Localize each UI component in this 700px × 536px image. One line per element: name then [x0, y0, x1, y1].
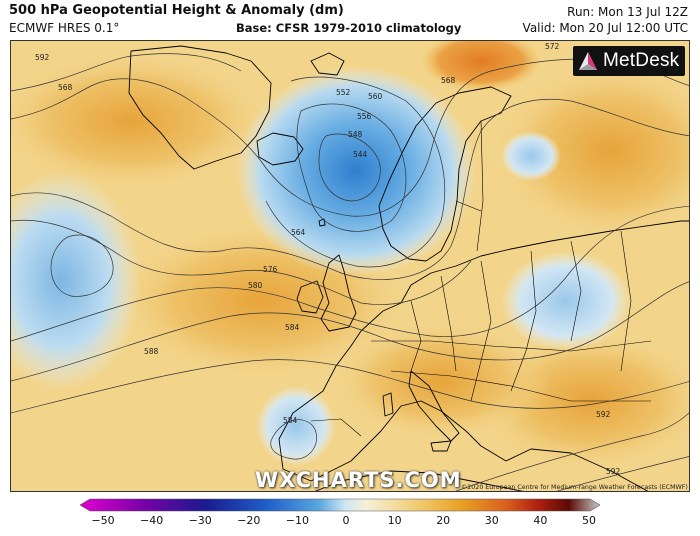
contour-label: 572 — [545, 42, 560, 51]
contour-line — [11, 359, 689, 414]
contour-line — [11, 219, 472, 305]
run-time: Run: Mon 13 Jul 12Z — [567, 5, 688, 19]
positive-anomaly-north — [421, 41, 541, 91]
contour-label: 592 — [606, 467, 621, 476]
chart-title: 500 hPa Geopotential Height & Anomaly (d… — [9, 3, 344, 18]
contour-label: 592 — [35, 53, 50, 62]
contour-line — [11, 53, 242, 92]
contour-line — [556, 456, 689, 491]
colorbar-tick-label: 40 — [533, 514, 548, 527]
border — [570, 240, 582, 342]
contour-line — [270, 419, 317, 460]
positive-anomaly-balkans — [331, 321, 551, 441]
negative-anomaly-west — [11, 171, 141, 391]
wxcharts-watermark: WXCHARTS.COM — [255, 468, 462, 492]
border — [470, 260, 492, 402]
contour-label: 564 — [291, 228, 306, 237]
contour-label: 592 — [596, 410, 611, 419]
colorbar-tick-label: 30 — [484, 514, 499, 527]
contour-label: 568 — [58, 83, 73, 92]
sicily — [430, 440, 452, 452]
svalbard — [310, 52, 345, 76]
contour-label: 580 — [248, 281, 263, 290]
contour-label: 544 — [353, 150, 368, 159]
positive-anomaly-russia — [491, 61, 689, 241]
scandinavia — [378, 86, 512, 262]
anomaly-colorbar — [80, 498, 600, 512]
contour-label: 588 — [144, 347, 159, 356]
colorbar-tick-label: −30 — [188, 514, 212, 527]
country-borders — [310, 120, 652, 437]
metdesk-logo: MetDesk — [573, 46, 685, 76]
iceland — [256, 132, 304, 166]
positive-anomaly-greenland — [11, 51, 271, 191]
height-contours — [11, 53, 689, 491]
contour-labels: 592 568 552 560 556 548 544 568 572 564 … — [35, 42, 621, 476]
colorbar-tick-label: −10 — [285, 514, 309, 527]
border — [371, 340, 652, 352]
negative-anomaly-iceland — [236, 66, 476, 276]
contour-line — [11, 99, 689, 280]
corsica-sardinia — [382, 392, 394, 417]
contour-line — [455, 412, 689, 491]
colorbar-tick-label: −50 — [91, 514, 115, 527]
contour-line — [11, 281, 689, 382]
negative-anomaly-iberia — [256, 386, 336, 466]
contour-line — [50, 234, 114, 297]
metdesk-logo-text: MetDesk — [603, 50, 680, 71]
border — [455, 200, 482, 212]
map-canvas: 592 568 552 560 556 548 544 568 572 564 … — [11, 41, 689, 491]
colorbar-tick-label: 10 — [387, 514, 402, 527]
metdesk-mark-icon — [579, 52, 597, 70]
valid-time: Valid: Mon 20 Jul 12:00 UTC — [522, 21, 688, 35]
border — [440, 275, 457, 372]
contour-label: 568 — [441, 76, 456, 85]
contour-line — [265, 76, 446, 268]
contour-label: 556 — [357, 112, 372, 121]
colorbar-tick-label: 20 — [436, 514, 451, 527]
colorbar-tick-label: −20 — [237, 514, 261, 527]
colorbar-tick-label: 50 — [582, 514, 596, 527]
north-africa — [314, 470, 524, 491]
contour-line — [11, 205, 689, 342]
contour-label: 584 — [283, 416, 298, 425]
negative-anomaly-ukraine — [501, 251, 631, 351]
contour-line — [11, 58, 689, 217]
border — [510, 250, 537, 392]
contour-line — [296, 103, 407, 232]
contour-label: 576 — [263, 265, 278, 274]
colorbar-tick-label: −40 — [139, 514, 164, 527]
copyright-notice: ©2020 European Centre for Medium-range W… — [461, 484, 688, 491]
border — [476, 120, 484, 252]
coastlines — [128, 45, 689, 491]
ireland — [296, 280, 324, 314]
colorbar-tick-label: 0 — [342, 514, 350, 527]
contour-label: 584 — [285, 323, 300, 332]
contour-label: 552 — [336, 88, 351, 97]
great-britain — [320, 254, 357, 332]
weather-map: 592 568 552 560 556 548 544 568 572 564 … — [10, 40, 690, 492]
faroe-islands — [318, 218, 326, 227]
border — [390, 370, 651, 402]
climatology-label: Base: CFSR 1979-2010 climatology — [236, 21, 462, 35]
model-label: ECMWF HRES 0.1° — [9, 21, 120, 35]
contour-label: 560 — [368, 92, 383, 101]
greenland — [128, 45, 272, 170]
border — [620, 230, 632, 372]
border — [310, 418, 362, 437]
contour-line — [318, 133, 381, 202]
contour-label: 548 — [348, 130, 363, 139]
negative-anomaly-russia-small — [501, 131, 561, 181]
continental-europe — [278, 220, 689, 491]
